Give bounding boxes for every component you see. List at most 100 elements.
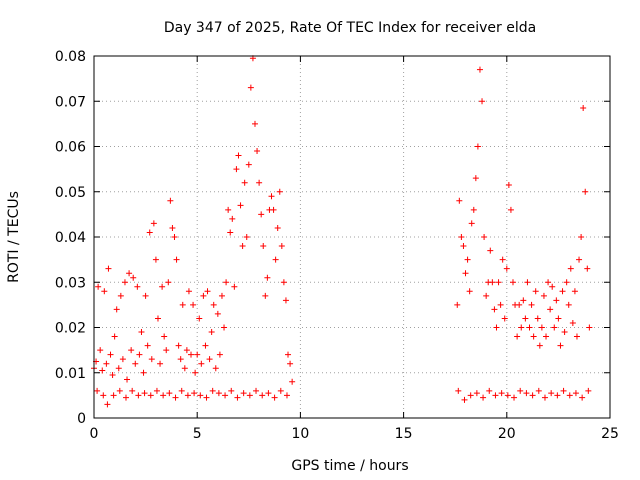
data-point [215,390,222,397]
y-tick-label: 0.05 [55,185,86,201]
data-point [467,392,474,399]
data-point [209,387,216,394]
data-point [538,324,545,331]
data-point [173,256,180,263]
data-point [124,376,131,383]
data-point [223,279,230,286]
data-point [580,105,587,112]
data-point [241,179,248,186]
data-point [229,215,236,222]
data-point [204,288,211,295]
x-axis-label: GPS time / hours [291,458,408,474]
data-point [221,324,228,331]
data-point [128,347,135,354]
y-tick-label: 0.03 [55,275,86,291]
x-tick-label: 10 [291,426,309,442]
data-point [559,288,566,295]
data-point [504,392,511,399]
data-point [495,279,502,286]
data-point [107,351,114,358]
data-point [260,243,267,250]
data-point [486,387,493,394]
data-point [185,288,192,295]
data-point [503,265,510,272]
data-point [461,396,468,403]
data-point [520,297,527,304]
data-point [518,324,525,331]
data-point [458,234,465,240]
data-point [287,360,294,367]
data-point [113,306,120,313]
data-point [253,387,260,394]
y-tick-label: 0.07 [55,94,86,110]
data-point [116,387,123,394]
data-point [268,193,275,200]
data-point [582,188,589,195]
data-point [565,301,572,308]
data-point [555,315,562,322]
data-point [227,229,234,236]
data-point [246,392,253,399]
data-point [532,288,539,295]
data-point [144,342,151,349]
data-point [526,324,533,331]
y-tick-label: 0.08 [55,49,86,65]
data-point [265,390,272,397]
data-point [148,356,155,363]
data-point [501,315,508,322]
data-point [206,356,213,363]
data-point [166,390,173,397]
data-point [167,197,174,204]
data-point [101,288,108,295]
data-point [254,148,261,155]
data-point [258,211,265,218]
data-point [105,265,112,272]
data-point [554,392,561,399]
data-point [208,329,215,336]
data-point [545,279,552,286]
data-point [476,66,483,73]
data-point [214,310,221,317]
data-point [535,387,542,394]
data-point [136,351,143,358]
data-point [534,315,541,322]
x-tick-label: 15 [395,426,413,442]
data-point [270,206,277,213]
data-point [109,372,116,379]
data-point [130,274,137,281]
data-point [161,333,168,340]
data-point [262,292,269,299]
data-point [129,387,136,394]
data-point [115,365,122,372]
data-point [511,394,518,401]
data-point [119,356,126,363]
data-point [216,351,223,358]
data-point [536,342,543,349]
data-point [212,365,219,372]
data-point [479,98,486,105]
data-point [157,360,164,367]
data-point [122,394,129,401]
data-point [462,270,469,277]
data-point [489,279,496,286]
data-point [557,342,564,349]
data-point [259,392,266,399]
data-point [514,333,521,340]
data-point [234,394,241,401]
data-point [529,392,536,399]
x-tick-label: 5 [193,426,202,442]
data-point [543,333,550,340]
data-point [159,283,166,290]
data-point [184,392,191,399]
data-point [181,365,188,372]
data-point [132,360,139,367]
data-point [277,387,284,394]
data-point [271,394,278,401]
data-point [466,288,473,295]
data-point [103,360,110,367]
data-point [218,292,225,299]
data-point [505,181,512,188]
data-point [154,315,161,322]
data-point [202,342,209,349]
